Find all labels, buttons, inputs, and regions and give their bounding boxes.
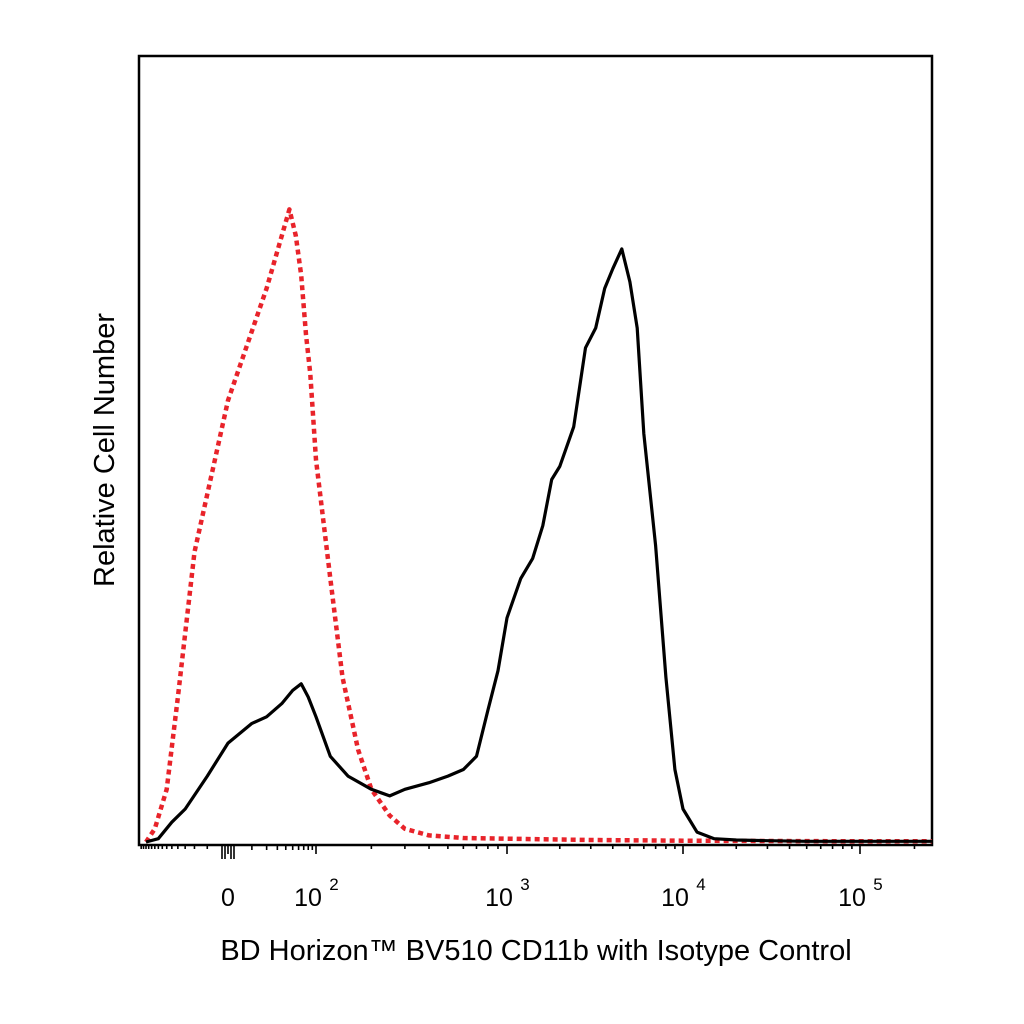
x-tick-label: 10 [294,884,322,912]
x-tick-label: 10 [838,884,866,912]
x-tick-label: 10 [485,884,513,912]
x-axis-ticks [140,845,916,859]
plot-frame [137,54,934,847]
cd11b-stain-line [145,247,932,844]
x-axis-tick-labels: 0 10 2 10 3 10 4 10 5 [221,875,883,912]
x-tick-label-exponent: 2 [329,875,338,894]
x-tick-label: 0 [221,884,235,912]
y-axis-label: Relative Cell Number [89,313,121,587]
x-tick-label: 10 [661,884,689,912]
x-tick-label-exponent: 3 [520,875,529,894]
isotype-control-line [144,207,932,844]
x-axis-label: BD Horizon™ BV510 CD11b with Isotype Con… [220,935,851,967]
series-layer [144,207,932,844]
x-tick-label-exponent: 4 [696,875,705,894]
x-tick-label-exponent: 5 [873,875,882,894]
